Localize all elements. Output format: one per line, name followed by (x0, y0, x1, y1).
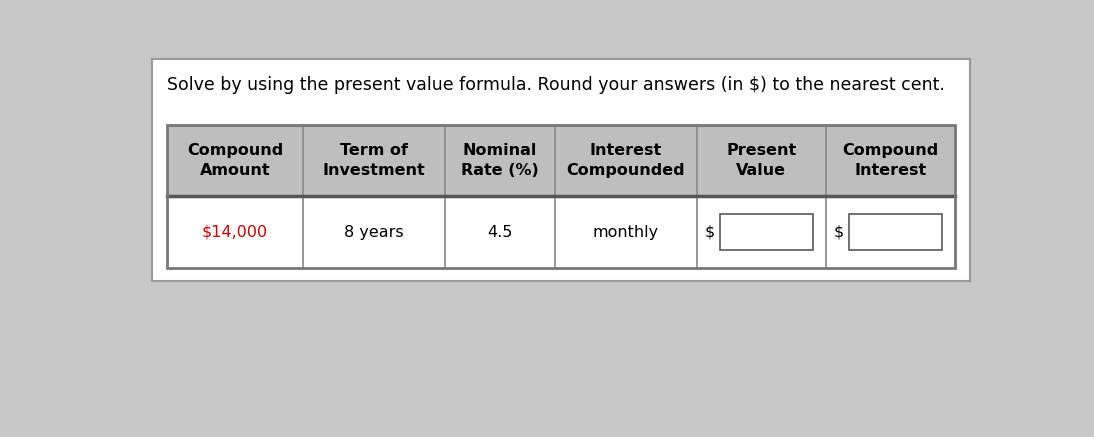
Text: Compound
Amount: Compound Amount (187, 143, 283, 178)
Bar (167, 196, 955, 268)
Text: $: $ (834, 225, 843, 239)
Text: 4.5: 4.5 (487, 225, 512, 239)
Text: $: $ (705, 225, 714, 239)
Text: $14,000: $14,000 (202, 225, 268, 239)
Text: Solve by using the present value formula. Round your answers (in $) to the neare: Solve by using the present value formula… (167, 76, 945, 94)
Bar (167, 125, 955, 196)
Text: monthly: monthly (593, 225, 659, 239)
Text: 8 years: 8 years (344, 225, 404, 239)
Text: Compound
Interest: Compound Interest (842, 143, 939, 178)
Text: Term of
Investment: Term of Investment (323, 143, 426, 178)
Bar (849, 214, 942, 250)
Bar (720, 214, 813, 250)
Text: Nominal
Rate (%): Nominal Rate (%) (461, 143, 538, 178)
FancyBboxPatch shape (152, 59, 970, 281)
Bar (167, 125, 955, 268)
Text: Present
Value: Present Value (726, 143, 796, 178)
Text: Interest
Compounded: Interest Compounded (567, 143, 685, 178)
